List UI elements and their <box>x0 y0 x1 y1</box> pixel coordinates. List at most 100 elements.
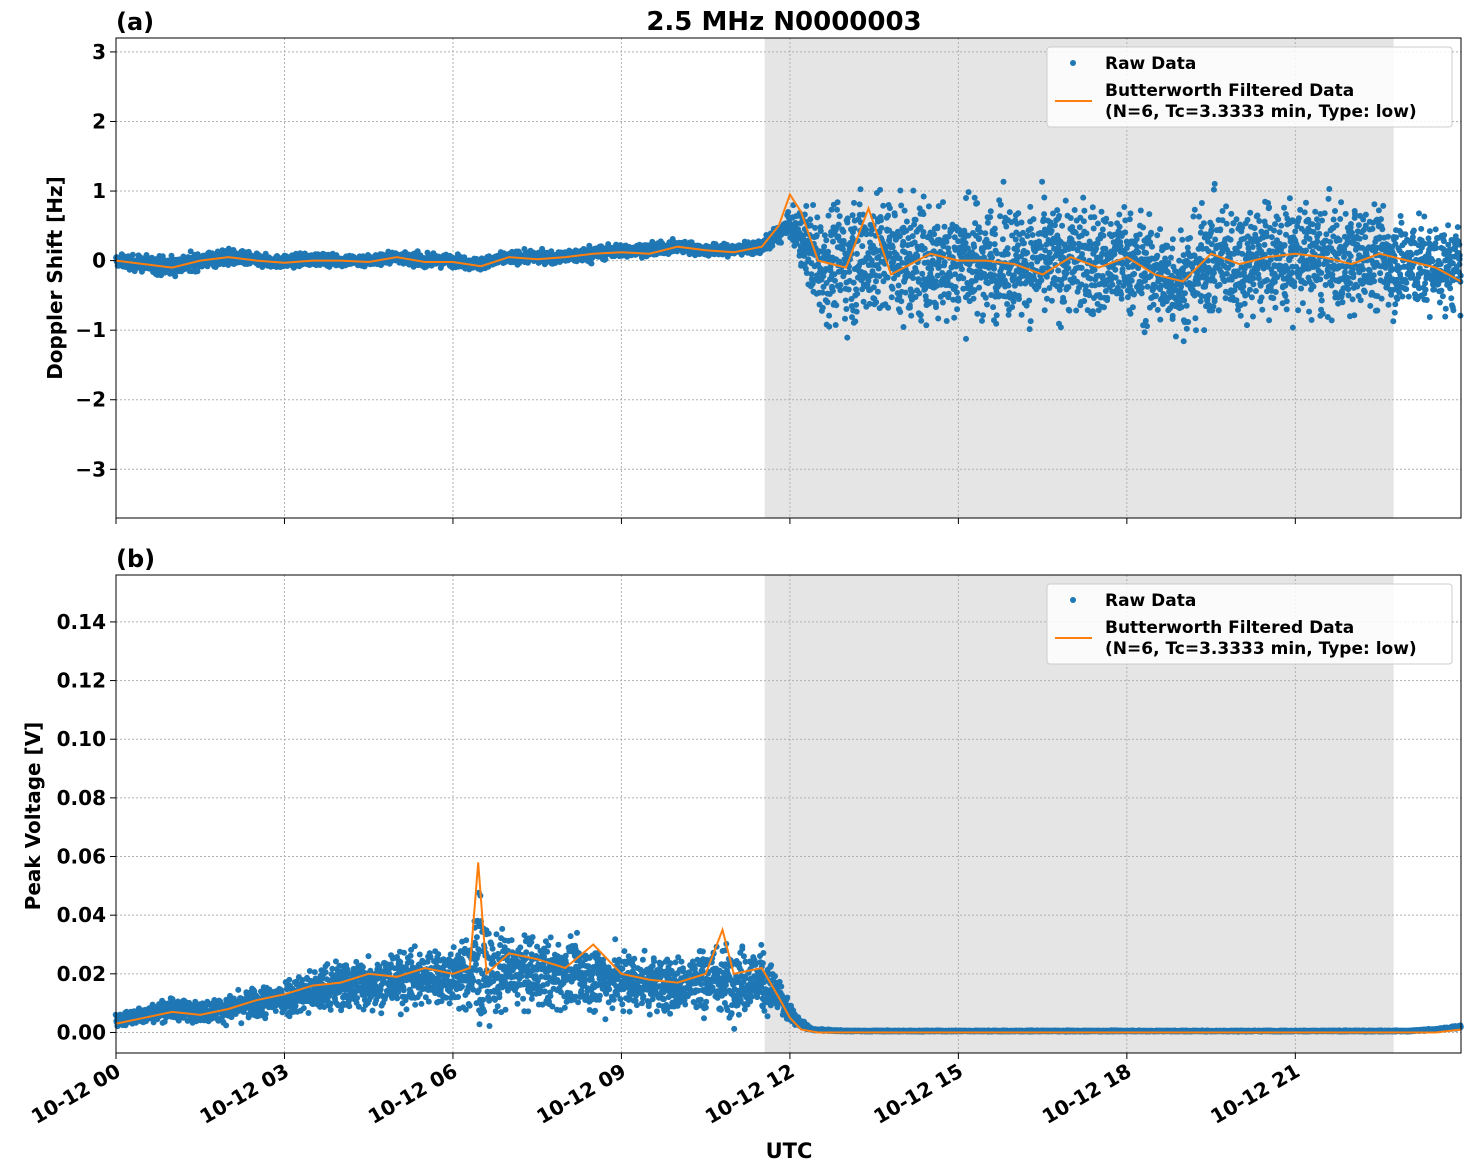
raw-data-point <box>1350 271 1357 278</box>
raw-data-point <box>834 199 841 206</box>
raw-data-point <box>1027 203 1034 210</box>
raw-data-point <box>945 290 952 297</box>
raw-data-point <box>958 266 965 273</box>
raw-data-point <box>1258 294 1265 301</box>
raw-data-point <box>913 268 920 275</box>
raw-data-point <box>935 315 942 322</box>
raw-data-point <box>835 221 842 228</box>
raw-data-point <box>951 314 958 321</box>
raw-data-point <box>910 187 917 194</box>
raw-data-point <box>992 231 998 238</box>
raw-data-point <box>1266 204 1273 211</box>
raw-data-point <box>1299 300 1306 307</box>
raw-data-point <box>1283 306 1290 313</box>
raw-data-point <box>1183 325 1190 332</box>
raw-data-point <box>1295 215 1302 222</box>
raw-data-point <box>912 216 919 223</box>
raw-data-point <box>1321 210 1328 217</box>
raw-data-point <box>1196 213 1202 220</box>
raw-data-point <box>921 245 928 252</box>
raw-data-point <box>1167 254 1174 261</box>
raw-data-point <box>1325 195 1332 202</box>
raw-data-point <box>976 284 983 291</box>
raw-data-point <box>1272 289 1279 295</box>
raw-data-point <box>1185 319 1192 325</box>
raw-data-point <box>963 195 969 201</box>
raw-data-point <box>1062 197 1069 204</box>
raw-data-point <box>1391 309 1398 316</box>
raw-data-point <box>588 260 595 267</box>
raw-data-point <box>997 213 1004 220</box>
raw-data-point <box>979 317 985 324</box>
raw-data-point <box>1126 216 1133 223</box>
raw-data-point <box>1394 296 1401 302</box>
raw-data-point <box>1385 301 1392 308</box>
raw-data-point <box>1272 304 1279 311</box>
raw-data-point <box>1317 276 1324 283</box>
raw-data-point <box>952 283 959 290</box>
raw-data-point <box>1315 259 1322 266</box>
raw-data-point <box>1024 249 1031 256</box>
raw-data-point <box>1079 251 1086 257</box>
raw-data-point <box>1378 295 1385 302</box>
raw-data-point <box>990 304 997 311</box>
raw-data-point <box>1190 213 1197 220</box>
raw-data-point <box>1380 202 1387 209</box>
raw-data-point <box>1004 245 1011 252</box>
raw-data-point <box>962 240 969 246</box>
raw-data-point <box>1362 234 1369 241</box>
raw-data-point <box>1169 312 1176 319</box>
raw-data-point <box>828 206 835 213</box>
raw-data-point <box>1210 186 1217 193</box>
raw-data-point <box>1328 317 1335 324</box>
raw-data-point <box>980 312 986 319</box>
raw-data-point <box>1169 236 1176 243</box>
raw-data-point <box>1289 324 1296 331</box>
raw-data-point <box>1041 194 1048 201</box>
raw-data-point <box>1370 272 1377 279</box>
raw-data-point <box>1275 216 1282 223</box>
raw-data-point <box>1240 283 1247 290</box>
raw-data-point <box>965 189 972 196</box>
raw-data-point <box>1362 211 1369 218</box>
raw-data-point <box>1309 221 1316 228</box>
raw-data-point <box>832 277 838 284</box>
raw-data-point <box>1217 226 1224 233</box>
raw-data-point <box>982 230 989 237</box>
raw-data-point <box>918 317 925 324</box>
raw-data-point <box>878 217 884 224</box>
raw-data-point <box>1027 318 1034 325</box>
raw-data-point <box>1015 210 1022 217</box>
raw-data-point <box>1399 293 1406 300</box>
raw-data-point <box>1333 222 1340 229</box>
raw-data-point <box>1193 327 1199 334</box>
raw-data-point <box>187 248 194 255</box>
raw-data-point <box>1030 216 1037 223</box>
raw-data-point <box>934 225 941 232</box>
raw-data-point <box>1349 229 1355 236</box>
raw-data-point <box>920 211 927 218</box>
raw-data-point <box>960 275 967 282</box>
raw-data-point <box>1375 207 1382 214</box>
raw-data-point <box>824 299 831 306</box>
raw-data-point <box>1332 208 1338 214</box>
raw-data-point <box>889 285 896 292</box>
raw-data-point <box>1249 244 1256 250</box>
raw-data-point <box>885 212 892 219</box>
raw-data-point <box>1006 209 1013 216</box>
raw-data-point <box>1144 323 1150 330</box>
raw-data-point <box>1289 269 1296 276</box>
raw-data-point <box>825 212 832 219</box>
raw-data-point <box>1314 216 1320 223</box>
raw-data-point <box>1107 221 1114 227</box>
raw-data-point <box>1051 222 1058 229</box>
raw-data-point <box>1073 307 1080 314</box>
raw-data-point <box>1099 273 1106 279</box>
raw-data-point <box>923 322 930 329</box>
raw-data-point <box>991 272 998 279</box>
raw-data-point <box>1228 227 1235 234</box>
raw-data-point <box>840 228 847 235</box>
raw-data-point <box>916 290 923 297</box>
